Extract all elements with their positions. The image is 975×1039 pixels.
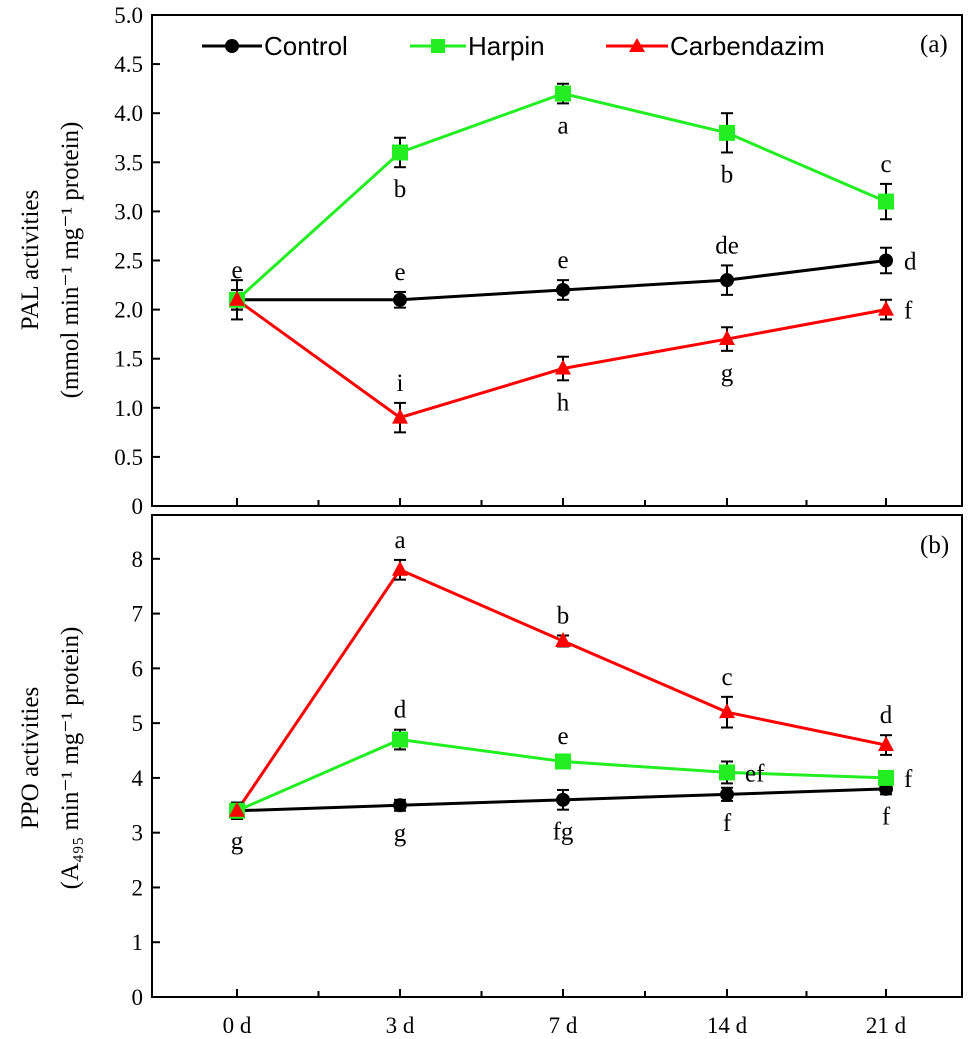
significance-label: f xyxy=(882,803,891,830)
marker-control xyxy=(720,787,734,802)
significance-label: fg xyxy=(553,819,574,846)
legend-label-control: Control xyxy=(264,31,348,61)
panel-a-tag: (a) xyxy=(920,31,948,58)
marker-carbendazim xyxy=(229,801,245,817)
significance-label: d xyxy=(880,702,893,729)
significance-label: f xyxy=(723,810,732,837)
significance-label: a xyxy=(394,527,405,554)
marker-harpin xyxy=(878,193,894,210)
y-tick-label: 2.0 xyxy=(114,298,143,323)
marker-carbendazim xyxy=(555,631,571,647)
legend-label-carbendazim: Carbendazim xyxy=(670,31,825,61)
significance-label: c xyxy=(721,664,732,691)
significance-label: e xyxy=(394,259,405,286)
y-tick-label: 0.5 xyxy=(114,445,143,470)
marker-harpin xyxy=(392,731,408,748)
significance-label: d xyxy=(904,249,917,276)
marker-carbendazim xyxy=(392,408,408,424)
y-tick-label: 5.0 xyxy=(114,3,143,28)
x-tick-label: 3 d xyxy=(386,1013,415,1038)
marker-control xyxy=(556,792,570,807)
legend: Control Harpin Carbendazim xyxy=(202,31,825,61)
y-tick-label: 2.5 xyxy=(114,249,143,274)
marker-carbendazim xyxy=(878,736,894,752)
y-tick-label: 0 xyxy=(132,494,144,519)
panel-b-ylabel-line1: PPO activities xyxy=(17,687,44,829)
marker-control xyxy=(393,798,407,813)
y-tick-label: 2 xyxy=(132,875,144,900)
panel-a-ylabel-line1: PAL activities xyxy=(17,190,44,331)
significance-label: h xyxy=(557,389,570,416)
y-tick-label: 4 xyxy=(132,766,144,791)
y-tick-label: 3.0 xyxy=(114,199,143,224)
significance-label: e xyxy=(231,257,242,284)
legend-marker-carbendazim xyxy=(629,38,645,52)
significance-label: a xyxy=(557,112,568,139)
marker-harpin xyxy=(555,85,571,102)
panel-a-ylabel-line2: (mmol min⁻¹ mg⁻¹ protein) xyxy=(57,122,84,399)
significance-label: e xyxy=(557,247,568,274)
y-tick-label: 0 xyxy=(132,985,144,1010)
significance-label: f xyxy=(904,766,913,793)
marker-control xyxy=(879,253,893,268)
significance-label: b xyxy=(721,161,734,188)
marker-harpin xyxy=(719,124,735,141)
x-tick-label: 21 d xyxy=(866,1013,907,1038)
panel-b-ylabel-line2: (A₄₉₅ min⁻¹ mg⁻¹ protein) xyxy=(57,627,84,890)
x-tick-label: 7 d xyxy=(549,1013,578,1038)
significance-label: g xyxy=(231,828,244,855)
legend-marker-control xyxy=(225,39,239,53)
marker-control xyxy=(556,282,570,297)
significance-label: g xyxy=(721,360,734,387)
legend-label-harpin: Harpin xyxy=(468,31,545,61)
legend-marker-harpin xyxy=(431,39,445,53)
y-tick-label: 1 xyxy=(132,930,144,955)
marker-harpin xyxy=(719,764,735,781)
marker-control xyxy=(393,292,407,307)
significance-label: b xyxy=(557,603,570,630)
y-tick-label: 6 xyxy=(132,656,144,681)
marker-harpin xyxy=(555,753,571,770)
significance-label: e xyxy=(557,723,568,750)
marker-harpin xyxy=(878,769,894,786)
x-tick-label: 14 d xyxy=(707,1013,748,1038)
y-tick-label: 4.0 xyxy=(114,101,143,126)
marker-carbendazim xyxy=(719,330,735,346)
significance-label: de xyxy=(715,232,739,259)
significance-label: f xyxy=(904,298,913,325)
significance-label: c xyxy=(880,151,891,178)
x-tick-label: 0 d xyxy=(223,1013,252,1038)
y-tick-label: 3 xyxy=(132,821,144,846)
significance-label: g xyxy=(394,820,407,847)
panel-b-frame xyxy=(151,514,963,998)
y-tick-label: 1.0 xyxy=(114,396,143,421)
significance-label: ef xyxy=(745,760,765,787)
marker-carbendazim xyxy=(878,300,894,316)
marker-carbendazim xyxy=(719,703,735,719)
significance-label: d xyxy=(394,697,407,724)
significance-label: i xyxy=(397,370,404,397)
y-tick-label: 3.5 xyxy=(114,150,143,175)
panel-b-tag: (b) xyxy=(920,532,949,559)
y-tick-label: 5 xyxy=(132,711,144,736)
marker-harpin xyxy=(392,144,408,161)
marker-carbendazim xyxy=(392,560,408,576)
y-tick-label: 7 xyxy=(132,602,144,627)
significance-label: b xyxy=(394,176,407,203)
marker-control xyxy=(720,273,734,288)
marker-carbendazim xyxy=(555,359,571,375)
y-tick-label: 4.5 xyxy=(114,52,143,77)
y-tick-label: 1.5 xyxy=(114,347,143,372)
y-tick-label: 8 xyxy=(132,547,144,572)
marker-carbendazim xyxy=(229,290,245,306)
